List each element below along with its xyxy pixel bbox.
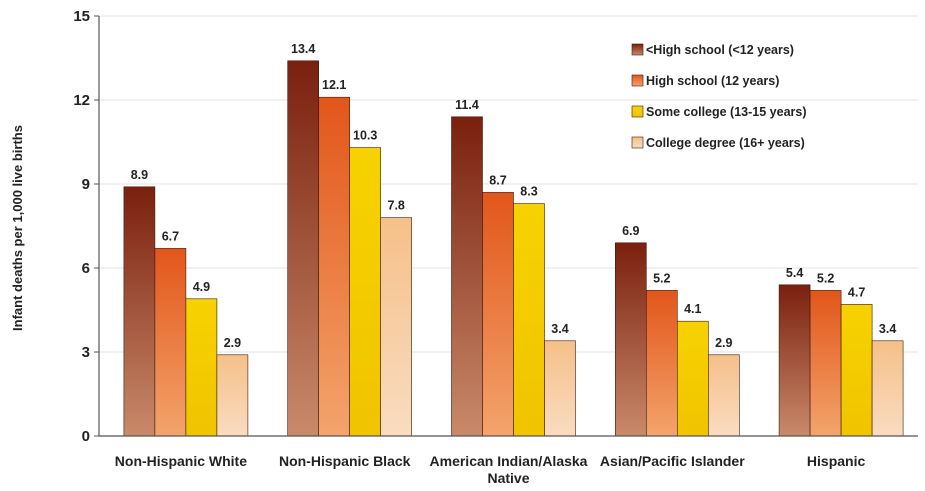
y-tick-label: 12	[73, 92, 90, 109]
data-label: 7.8	[388, 199, 405, 213]
bar	[544, 340, 576, 437]
data-label: 4.9	[193, 280, 210, 294]
bar	[707, 354, 740, 437]
y-tick-labels: 0 3 6 9 12 15	[73, 8, 90, 445]
x-tick-label: Hispanic	[807, 453, 866, 469]
bar	[871, 340, 904, 437]
data-label: 8.3	[520, 185, 537, 199]
legend-swatch	[631, 105, 644, 118]
bar	[676, 320, 709, 437]
x-tick-label: Non-Hispanic White	[115, 453, 247, 469]
legend-swatch	[631, 43, 644, 56]
y-tick-label: 9	[82, 176, 90, 193]
data-label: 2.9	[224, 336, 241, 350]
data-label: 5.2	[653, 271, 670, 285]
data-label: 13.4	[291, 42, 315, 56]
legend-label: High school (12 years)	[646, 74, 779, 88]
x-tick-label: Non-Hispanic Black	[279, 453, 411, 469]
bar	[614, 242, 647, 437]
bar	[380, 217, 413, 437]
bar	[318, 96, 351, 437]
bar	[287, 60, 320, 437]
data-label: 6.9	[622, 224, 639, 238]
data-label: 10.3	[353, 129, 377, 143]
data-label: 3.4	[551, 322, 568, 336]
legend-label: Some college (13-15 years)	[646, 105, 807, 119]
legend: <High school (<12 years) High school (12 …	[631, 43, 807, 150]
bar	[513, 203, 545, 437]
y-tick-label: 6	[82, 260, 90, 277]
legend-label: <High school (<12 years)	[646, 43, 794, 57]
y-axis-title: Infant deaths per 1,000 live births	[10, 125, 25, 331]
data-label: 5.2	[817, 271, 834, 285]
axes	[94, 15, 918, 437]
data-label: 8.9	[131, 168, 148, 182]
bar	[154, 248, 187, 437]
bar	[809, 290, 842, 437]
x-tick-label: American Indian/Alaska	[430, 453, 588, 469]
bar	[451, 116, 483, 437]
data-label: 8.7	[489, 173, 506, 187]
bar	[123, 186, 156, 437]
data-label: 3.4	[879, 322, 896, 336]
bar	[482, 192, 514, 437]
data-label: 2.9	[715, 336, 732, 350]
bar	[185, 298, 218, 437]
legend-label: College degree (16+ years)	[646, 136, 805, 150]
data-label: 5.4	[786, 266, 803, 280]
bar	[840, 304, 873, 437]
y-tick-label: 0	[82, 428, 90, 445]
bars	[123, 60, 904, 437]
x-tick-label: Native	[487, 470, 529, 486]
data-label: 11.4	[455, 98, 479, 112]
bar	[778, 284, 811, 437]
legend-swatch	[631, 74, 644, 87]
y-tick-label: 3	[82, 344, 90, 361]
bar	[645, 290, 678, 437]
value-labels: 8.9 6.7 4.9 2.9 13.4 12.1 10.3 7.8 11.4 8.7 8.3 3.4…	[131, 42, 897, 350]
data-label: 4.1	[684, 302, 701, 316]
legend-swatch	[631, 136, 644, 149]
bar	[349, 147, 382, 437]
x-tick-label: Asian/Pacific Islander	[600, 453, 745, 469]
data-label: 6.7	[162, 229, 179, 243]
y-tick-label: 15	[73, 8, 90, 25]
category-labels: Non-Hispanic White Non-Hispanic Black Amer…	[115, 453, 866, 486]
data-label: 4.7	[848, 285, 865, 299]
data-label: 12.1	[322, 78, 346, 92]
bar	[216, 354, 249, 437]
